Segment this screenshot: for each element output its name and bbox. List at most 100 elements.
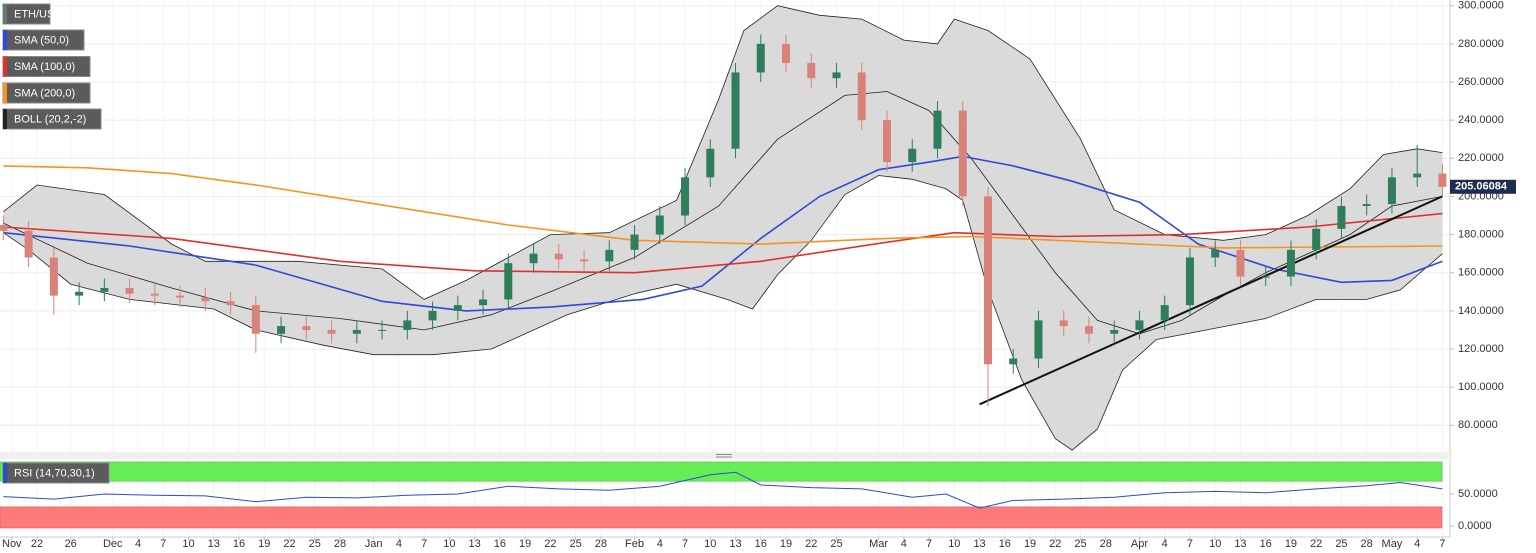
x-tick-label: 4 (135, 538, 141, 550)
x-tick-label: 10 (182, 538, 194, 550)
bollinger-upper (3, 5, 1443, 300)
panel-divider[interactable] (0, 452, 1450, 459)
candle-body (479, 299, 488, 306)
x-tick-label: 22 (805, 538, 817, 550)
candle-body (277, 326, 286, 334)
candle-body (0, 225, 8, 231)
candle-body (226, 301, 235, 306)
legend-swatch[interactable] (3, 463, 7, 483)
legend-label[interactable]: ETH/USD (14, 8, 62, 20)
x-tick-label: 28 (1361, 538, 1373, 550)
legend-label[interactable]: RSI (14,70,30,1) (14, 467, 95, 479)
candle-body (49, 257, 58, 296)
x-tick-label: 22 (1310, 538, 1322, 550)
bollinger-band (3, 5, 1443, 451)
candle-body (251, 305, 260, 334)
legend-swatch[interactable] (3, 109, 7, 129)
candle-body (882, 120, 891, 163)
last-price-label: 205.06084 (1455, 181, 1508, 193)
legend-swatch[interactable] (3, 56, 7, 77)
candle-body (731, 72, 740, 149)
legend-swatch[interactable] (3, 83, 7, 103)
sma-line (3, 155, 1443, 312)
candle-body (681, 177, 690, 216)
x-tick-label: 28 (595, 538, 607, 550)
x-tick-label: 16 (233, 538, 245, 550)
x-tick-label: Feb (625, 538, 644, 550)
candle-body (150, 293, 159, 296)
candle-body (1261, 276, 1270, 278)
legend-label[interactable]: SMA (100,0) (14, 61, 75, 73)
x-tick-label: 4 (901, 538, 907, 550)
x-tick-label: 13 (1234, 538, 1246, 550)
candle-body (832, 72, 841, 79)
x-tick-label: 10 (443, 538, 455, 550)
candle-body (504, 263, 513, 300)
legend-swatch[interactable] (3, 4, 7, 24)
x-tick-label: 25 (830, 538, 842, 550)
candle-body (201, 297, 210, 302)
candle-body (605, 249, 614, 262)
candle-body (983, 196, 992, 365)
candle-body (24, 230, 33, 258)
candle-body (403, 320, 412, 330)
candle-body (1211, 249, 1220, 258)
x-tick-label: 16 (999, 538, 1011, 550)
legend-label[interactable]: SMA (50,0) (14, 34, 69, 46)
x-tick-label: 13 (208, 538, 220, 550)
x-tick-label: 7 (421, 538, 427, 550)
x-tick-label: 22 (31, 538, 43, 550)
candle-body (529, 253, 538, 264)
candle-body (428, 310, 437, 321)
x-tick-label: 7 (926, 538, 932, 550)
x-tick-label: 26 (65, 538, 77, 550)
y-tick-label: 220.0000 (1458, 152, 1504, 164)
candle-body (302, 326, 311, 330)
legend-label[interactable]: BOLL (20,2,-2) (14, 113, 86, 125)
candle-body (782, 43, 791, 63)
candle-body (655, 215, 664, 235)
y-tick-label: 160.0000 (1458, 267, 1504, 279)
candle-body (807, 62, 816, 79)
rsi-panel: 0.0000 50.0000 (0, 461, 1498, 532)
legend-label[interactable]: SMA (200,0) (14, 87, 75, 99)
x-tick-label: 7 (1187, 538, 1193, 550)
candle-body (1034, 320, 1043, 359)
y-tick-label: 280.0000 (1458, 38, 1504, 50)
x-tick-label: 4 (396, 538, 402, 550)
rsi-oversold-zone (0, 506, 1443, 529)
x-tick-label: 16 (1260, 538, 1272, 550)
x-tick-label: 19 (1024, 538, 1036, 550)
candle-body (1438, 173, 1447, 187)
sma-line (3, 212, 1443, 274)
candle-body (1110, 329, 1119, 334)
candle-body (378, 329, 387, 331)
legend-swatch[interactable] (3, 30, 7, 50)
candle-body (1059, 320, 1068, 327)
x-tick-label: 4 (657, 538, 663, 550)
x-tick-label: 7 (1439, 538, 1445, 550)
y-tick-label: 300.0000 (1458, 0, 1504, 12)
x-tick-label: 7 (682, 538, 688, 550)
x-tick-label: 19 (258, 538, 270, 550)
candle-body (75, 291, 84, 296)
candle-body (706, 148, 715, 178)
y-tick-label: 240.0000 (1458, 114, 1504, 126)
candle-body (958, 110, 967, 197)
candle-body (1413, 173, 1422, 178)
x-tick-label: 4 (1162, 538, 1168, 550)
x-tick-label: 25 (309, 538, 321, 550)
candle-body (580, 259, 589, 262)
x-tick-label: Nov (2, 538, 22, 550)
rsi-line (3, 471, 1443, 509)
candle-body (1236, 249, 1245, 277)
x-tick-label: 10 (704, 538, 716, 550)
candle-body (176, 295, 185, 298)
bollinger-middle (3, 91, 1443, 335)
x-tick-label: Mar (869, 538, 888, 550)
candle-body (1387, 177, 1396, 205)
candle-body (908, 148, 917, 163)
y-tick-label: 260.0000 (1458, 76, 1504, 88)
candle-body (352, 329, 361, 334)
